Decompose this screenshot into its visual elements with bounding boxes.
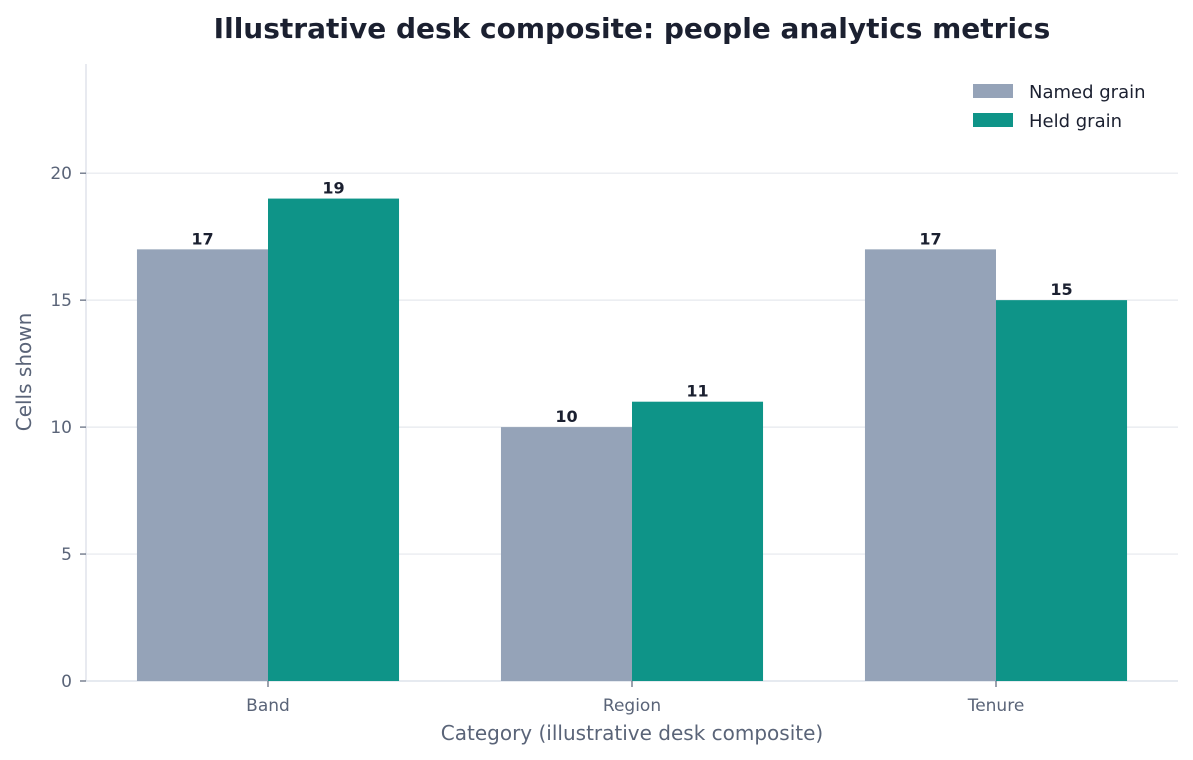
y-axis-label: Cells shown xyxy=(12,313,36,432)
bar-value-label: 19 xyxy=(322,179,344,198)
y-tick-label: 10 xyxy=(50,418,72,438)
bar xyxy=(996,300,1128,681)
x-tick-label: Band xyxy=(246,696,290,716)
legend-swatch xyxy=(973,84,1013,98)
bars xyxy=(136,198,1128,681)
bar xyxy=(632,401,764,681)
x-axis-label: Category (illustrative desk composite) xyxy=(441,721,823,745)
legend-swatch xyxy=(973,113,1013,127)
bar xyxy=(864,249,996,681)
x-tick-label: Region xyxy=(603,696,661,716)
data-labels: 17 19 10 11 17 15 xyxy=(191,179,1072,427)
bar xyxy=(268,198,400,681)
bar-value-label: 17 xyxy=(919,229,941,248)
legend-label: Held grain xyxy=(1029,111,1122,132)
bar-value-label: 15 xyxy=(1050,280,1072,299)
y-tick-label: 0 xyxy=(61,672,72,692)
bar xyxy=(500,427,632,681)
y-tick-label: 15 xyxy=(50,291,72,311)
bar-value-label: 17 xyxy=(191,229,213,248)
y-tick-label: 20 xyxy=(50,164,72,184)
legend-label: Named grain xyxy=(1029,82,1146,103)
bar-value-label: 10 xyxy=(555,407,577,426)
y-tick-label: 5 xyxy=(61,545,72,565)
x-ticks: Band Region Tenure xyxy=(246,681,1024,716)
y-ticks: 0 5 10 15 20 xyxy=(50,164,86,692)
legend: Named grain Held grain xyxy=(973,82,1146,132)
x-tick-label: Tenure xyxy=(967,696,1025,716)
bar-value-label: 11 xyxy=(686,382,708,401)
bar xyxy=(136,249,268,681)
chart-title: Illustrative desk composite: people anal… xyxy=(214,12,1051,45)
